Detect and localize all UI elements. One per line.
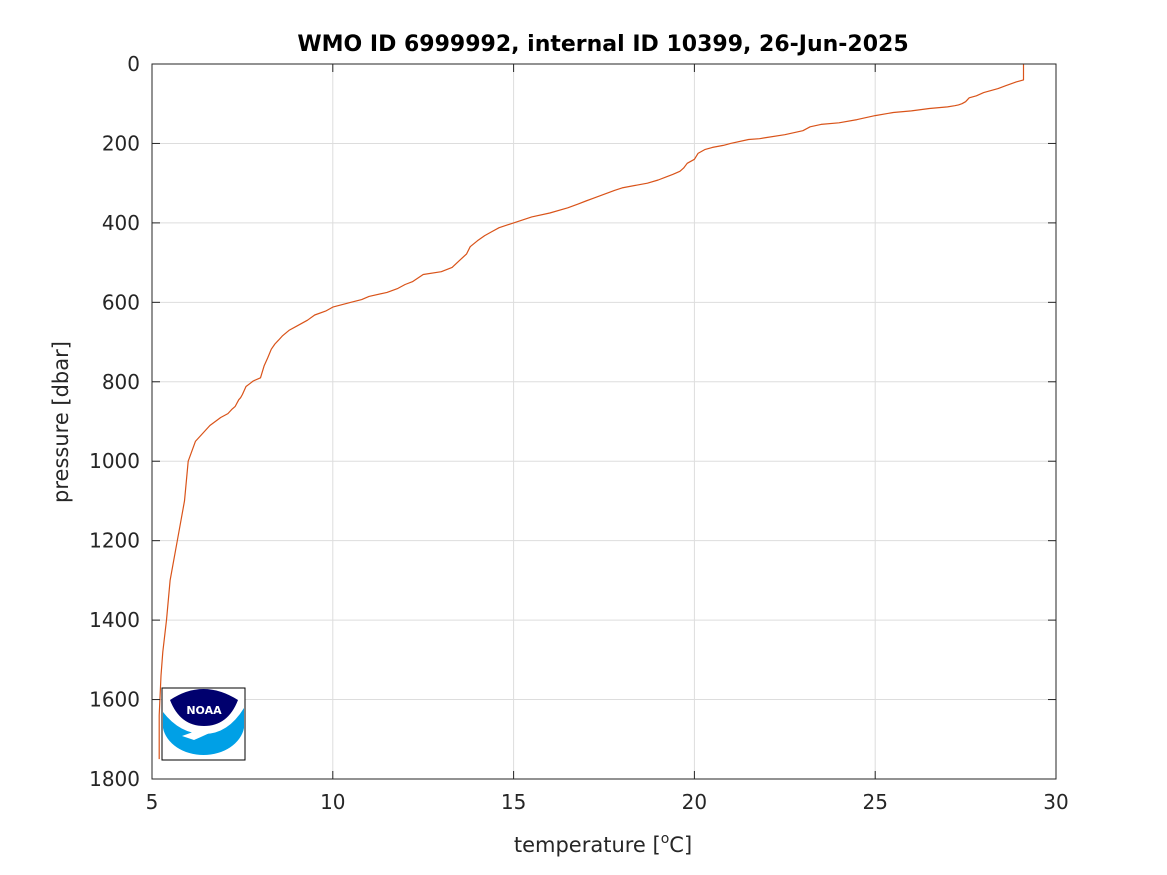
noaa-logo: NOAA xyxy=(161,687,246,761)
series-layer xyxy=(158,64,1025,760)
plot-area-frame xyxy=(151,63,1057,780)
y-tick-label: 1200 xyxy=(89,529,140,553)
y-tick-label: 1800 xyxy=(89,767,140,791)
y-tick-label: 600 xyxy=(102,290,140,314)
x-tick-label: 15 xyxy=(501,790,526,814)
chart-title: WMO ID 6999992, internal ID 10399, 26-Ju… xyxy=(297,32,908,57)
grid-lines xyxy=(152,64,1056,779)
y-axis-label: pressure [dbar] xyxy=(49,341,73,503)
temperature-profile-line xyxy=(158,64,1025,760)
x-axis-label-superscript: o xyxy=(661,831,670,847)
tick-marks xyxy=(151,63,1057,780)
y-tick-label: 0 xyxy=(127,52,140,76)
y-tick-label: 400 xyxy=(102,211,140,235)
y-tick-label: 1000 xyxy=(89,449,140,473)
x-tick-label: 25 xyxy=(862,790,887,814)
x-axis-label-main: temperature [ xyxy=(514,833,661,857)
noaa-logo-text: NOAA xyxy=(186,704,222,717)
y-tick-label: 800 xyxy=(102,370,140,394)
noaa-logo-dark-cap xyxy=(170,689,238,726)
x-axis-label: temperature [oC] xyxy=(514,831,692,857)
x-tick-label: 30 xyxy=(1043,790,1068,814)
x-tick-label: 20 xyxy=(682,790,707,814)
x-tick-label: 10 xyxy=(320,790,345,814)
x-tick-label: 5 xyxy=(146,790,159,814)
x-axis-label-end: C] xyxy=(669,833,692,857)
y-tick-label: 1600 xyxy=(89,688,140,712)
y-tick-labels: 0 200 400 600 800 1000 1200 1400 1600 1800 xyxy=(89,52,140,791)
x-tick-labels: 5 10 15 20 25 30 xyxy=(146,790,1069,814)
noaa-logo-white-bird xyxy=(182,726,224,740)
noaa-logo-light-wave xyxy=(163,708,244,756)
y-tick-label: 1400 xyxy=(89,608,140,632)
y-tick-label: 200 xyxy=(102,131,140,155)
